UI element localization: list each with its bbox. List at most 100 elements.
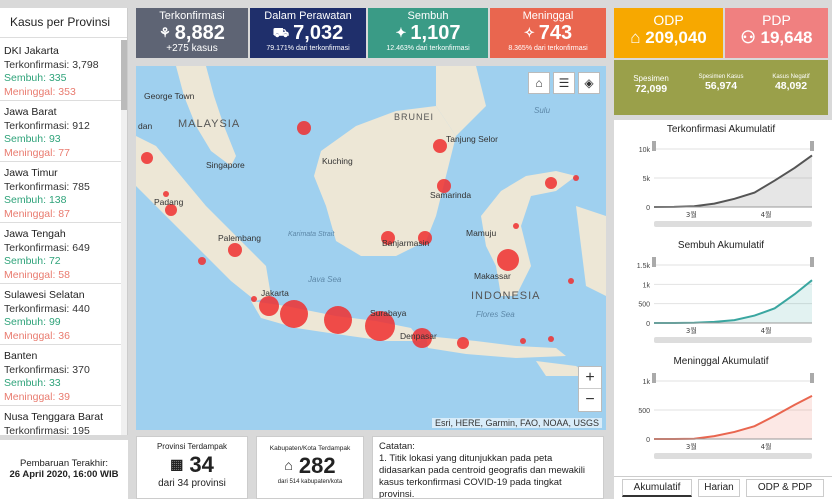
spesimen-item: Spesimen 72,099	[616, 74, 686, 95]
spesimen-item: Kasus Negatif 48,092	[756, 74, 826, 92]
map-label-banjarmasin: Banjarmasin	[382, 238, 430, 248]
chart-svg[interactable]: 10k 5k 0 3월 4월	[614, 135, 828, 231]
charts-panel: Terkonfirmasi Akumulatif 10k 5k 0 3월 4월 Semb…	[614, 120, 832, 477]
case-marker[interactable]	[324, 306, 352, 334]
stat-value: 7,032	[293, 22, 344, 44]
province-item[interactable]: Banten Terkonfirmasi: 370 Sembuh: 33 Mening…	[0, 345, 122, 406]
province-sembuh: Sembuh: 72	[4, 255, 61, 267]
province-item[interactable]: Jawa Tengah Terkonfirmasi: 649 Sembuh: 72 M…	[0, 223, 122, 284]
spesimen-value: 72,099	[634, 83, 668, 95]
y-tick-label: 500	[638, 302, 650, 309]
province-item[interactable]: DKI Jakarta Terkonfirmasi: 3,798 Sembuh: 3…	[0, 40, 122, 101]
legend-button[interactable]: ☰	[553, 72, 575, 94]
person-icon: ✦	[395, 25, 407, 40]
province-meninggal: Meninggal: 77	[4, 146, 70, 159]
stat-sembuh: Sembuh ✦ 1,107 12.463% dari terkonfirmasi	[368, 8, 488, 58]
map-canvas[interactable]	[136, 66, 606, 430]
y-tick-label: 1.5k	[637, 263, 651, 270]
map-label-georgetown: George Town	[144, 91, 195, 101]
building-icon: ▦	[170, 456, 184, 472]
case-marker[interactable]	[568, 278, 574, 284]
case-marker[interactable]	[165, 204, 177, 216]
case-marker[interactable]	[365, 311, 395, 341]
case-marker[interactable]	[280, 300, 308, 328]
map-label-dan: dan	[138, 121, 153, 131]
province-meninggal: Meninggal: 36	[4, 329, 70, 342]
y-tick-label: 1k	[643, 282, 651, 289]
chart-svg[interactable]: 1.5k 1k 500 0 3월 4월	[614, 251, 828, 347]
case-marker[interactable]	[573, 175, 579, 181]
chart-svg[interactable]: 1k 500 0 3월 4월	[614, 367, 828, 467]
case-marker[interactable]	[412, 328, 432, 348]
province-panel: Kasus per Provinsi DKI Jakarta Terkonfirm…	[0, 8, 128, 435]
zoom-out-button[interactable]: −	[585, 391, 595, 408]
case-marker[interactable]	[520, 338, 526, 344]
province-sembuh: Sembuh: 138	[4, 194, 67, 206]
bed-icon: ⛟	[272, 25, 290, 40]
case-marker[interactable]	[163, 191, 169, 197]
stat-meninggal: Meninggal ✧ 743 8.365% dari terkonfirmasi	[490, 8, 606, 58]
province-item[interactable]: Jawa Timur Terkonfirmasi: 785 Sembuh: 138 M…	[0, 162, 122, 223]
home-button[interactable]: ⌂	[528, 72, 550, 94]
x-tick-label: 3월	[686, 210, 697, 219]
house-icon: ⌂	[630, 28, 641, 47]
spesimen-label: Spesimen Kasus	[698, 74, 744, 80]
map-label-malaysia: MALAYSIA	[178, 118, 241, 130]
case-marker[interactable]	[497, 249, 519, 271]
province-item[interactable]: Jawa Barat Terkonfirmasi: 912 Sembuh: 93 Me…	[0, 101, 122, 162]
zoom-control[interactable]: + −	[578, 366, 602, 412]
box-value: 282	[298, 453, 336, 478]
people-icon: ⚇	[740, 28, 756, 47]
scrollbar[interactable]	[121, 40, 127, 435]
stat-sub: 79.171% dari terkonfirmasi	[266, 45, 350, 52]
province-item[interactable]: Sulawesi Selatan Terkonfirmasi: 440 Sembuh…	[0, 284, 122, 345]
series-area	[654, 395, 812, 439]
map-label-flores-sea: Flores Sea	[476, 310, 515, 319]
zoom-in-button[interactable]: +	[579, 367, 601, 389]
pdp-box: PDP ⚇ 19,648	[725, 8, 828, 58]
case-marker[interactable]	[433, 139, 447, 153]
basemap-button[interactable]: ◈	[578, 72, 600, 94]
box-sub: dari 514 kabupaten/kota	[277, 479, 343, 485]
case-marker[interactable]	[297, 121, 311, 135]
government-icon: ⌂	[284, 457, 293, 473]
province-name: Nusa Tenggara Barat	[4, 411, 104, 423]
tab-akumulatif[interactable]: Akumulatif	[622, 479, 692, 497]
case-marker[interactable]	[513, 223, 519, 229]
province-name: Banten	[4, 350, 38, 362]
catatan-box: Catatan: 1. Titik lokasi yang ditunjukka…	[372, 436, 604, 499]
province-name: Jawa Timur	[4, 167, 58, 179]
tab-harian[interactable]: Harian	[698, 479, 740, 497]
series-area	[654, 280, 812, 323]
case-marker[interactable]	[545, 177, 557, 189]
case-marker[interactable]	[381, 231, 395, 245]
odp-label: ODP	[653, 12, 684, 28]
case-marker[interactable]	[418, 231, 432, 245]
tab-odp-pdp[interactable]: ODP & PDP	[746, 479, 824, 497]
case-marker[interactable]	[228, 243, 242, 257]
map-attribution[interactable]: Esri, HERE, Garmin, FAO, NOAA, USGS	[431, 418, 602, 428]
province-item[interactable]: Nusa Tenggara Barat Terkonfirmasi: 195	[0, 406, 122, 435]
case-marker[interactable]	[457, 337, 469, 349]
case-marker[interactable]	[548, 336, 554, 342]
province-sembuh: Sembuh: 33	[4, 377, 61, 389]
x-tick-label: 4월	[761, 442, 772, 451]
province-sembuh: Sembuh: 335	[4, 72, 67, 84]
last-update-date: 26 April 2020, 16:00 WIB	[9, 469, 119, 480]
case-marker[interactable]	[141, 152, 153, 164]
provinsi-terdampak-box: Provinsi Terdampak ▦ 34 dari 34 provinsi	[136, 436, 248, 499]
scrollbar-thumb[interactable]	[121, 40, 127, 110]
y-tick-label: 1k	[643, 379, 651, 386]
case-marker[interactable]	[437, 179, 451, 193]
province-list[interactable]: DKI Jakarta Terkonfirmasi: 3,798 Sembuh: 3…	[0, 40, 122, 435]
range-handle-left	[652, 257, 656, 267]
map-view[interactable]: MALAYSIA BRUNEI INDONESIA George Town Si…	[136, 66, 606, 430]
province-name: Jawa Tengah	[4, 228, 66, 240]
case-marker[interactable]	[198, 257, 206, 265]
case-marker[interactable]	[251, 296, 257, 302]
x-tick-label: 4월	[761, 326, 772, 335]
map-label-indonesia: INDONESIA	[471, 290, 541, 302]
case-marker[interactable]	[259, 296, 279, 316]
stat-label: Meninggal	[522, 10, 574, 22]
range-slider	[654, 221, 812, 227]
